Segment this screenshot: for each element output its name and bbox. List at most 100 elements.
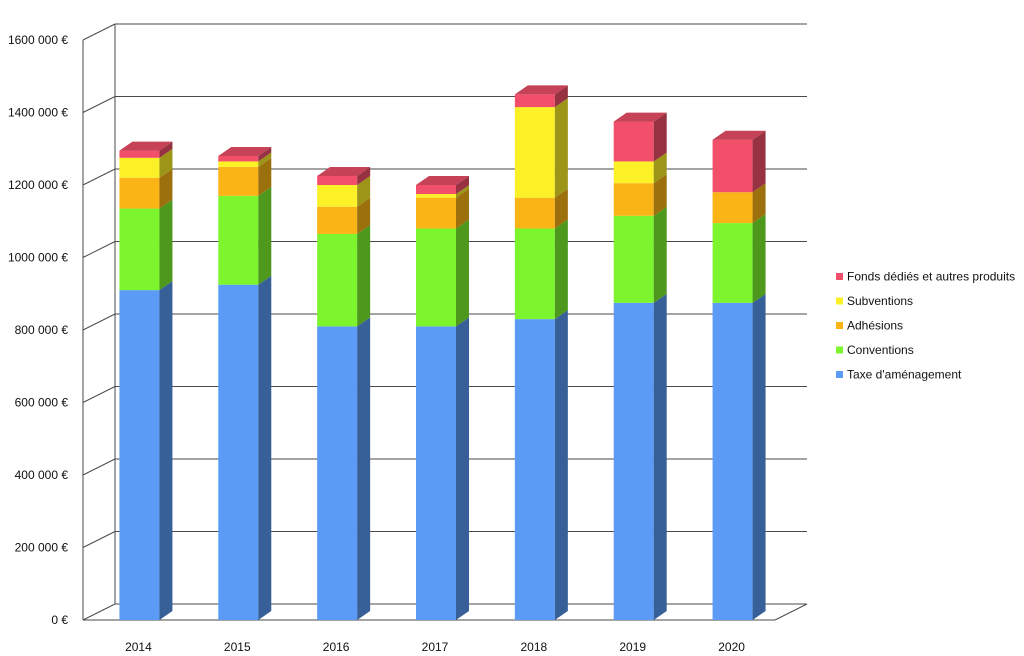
bar-segment-front [416,326,456,620]
bar-segment-side [159,141,173,158]
bar-segment-front [317,233,358,327]
y-tick-label: 200 000 € [15,541,69,555]
legend-item: Conventions [836,343,914,357]
bar-segment-side [456,317,469,620]
bar-segment-side [752,130,766,193]
bar-segment-side [653,206,667,303]
bar-segment-front [317,326,358,620]
bar-top-cap [317,166,371,176]
y-tick-label: 600 000 € [15,396,69,410]
bar-segment-side [159,281,173,620]
bar-segment-front [317,175,358,185]
x-tick-label: 2014 [125,640,152,654]
x-tick-label: 2017 [422,640,449,654]
gridline-diagonal [82,23,116,41]
bar-top-cap [613,112,667,122]
legend-item: Subventions [836,294,913,308]
bar-segment-front [317,206,358,234]
bar-segment-side [456,185,469,198]
bar-segment-front [514,319,555,620]
bar-segment-front [514,107,555,198]
y-tick-label: 1400 000 € [8,106,68,120]
bar-segment-side [752,214,766,303]
bar-segment-side [357,176,371,207]
bar-segment-front [712,223,753,303]
bar-segment-side [357,197,371,234]
bar-segment-side [258,186,272,285]
bar-segment-side [653,174,667,216]
y-tick-label: 400 000 € [15,468,69,482]
x-tick-label: 2019 [619,640,646,654]
bar-segment-front [119,208,160,291]
legend-item: Adhésions [836,319,903,333]
bar-segment-front [613,121,654,162]
floor-edge-line [774,603,808,621]
bar-segment-front [317,185,358,207]
bar-segment-front [218,195,259,285]
legend-label: Subventions [847,294,913,308]
gridline-diagonal [82,603,116,621]
legend-item: Fonds dédiés et autres produits [836,270,1015,284]
y-tick-label: 1600 000 € [8,33,68,47]
x-tick-label: 2016 [323,640,350,654]
legend-label: Fonds dédiés et autres produits [847,270,1015,284]
bar-top-cap [416,176,469,185]
bar-segment-front [119,290,160,620]
legend-swatch [836,273,843,280]
legend-swatch [836,346,843,354]
x-axis-tick-labels: 2014 2015 2016 2017 2018 2019 2020 [125,640,745,654]
bar-segment-front [119,157,160,178]
gridline-diagonal [82,386,116,403]
bar-top-cap [712,130,766,140]
legend-swatch [836,322,843,329]
y-tick-label: 1000 000 € [8,251,68,265]
bar-segment-side [258,152,272,167]
bar-segment-side [752,183,766,224]
bar-top-cap [218,147,272,156]
bar-segment-front [613,302,654,620]
x-tick-label: 2018 [521,640,548,654]
bar-segment-front [218,161,259,167]
bar-segment-front [712,192,753,224]
x-tick-label: 2020 [718,640,745,654]
bar-segment-side [554,98,568,198]
bar-segment-side [258,157,272,196]
bar-segment-side [357,317,371,620]
gridline-diagonal [82,313,116,331]
bar-segment-front [613,161,654,184]
legend-label: Taxe d'aménagement [847,368,962,382]
bar-segment-side [554,188,568,229]
bar-segment-side [357,224,371,327]
bar-segment-side [159,148,173,178]
bar-segment-front [712,139,753,193]
bar-segment-side [653,293,667,620]
bar-segment-side [159,168,173,209]
gridline-diagonal [82,96,116,113]
bar-segment-side [653,112,667,162]
bar-segment-front [514,94,555,108]
bar-segment-side [258,147,272,162]
bar-segment-side [653,152,667,184]
bar-segment-front [218,284,259,620]
bar-segment-front [119,150,160,158]
bar-segment-side [258,275,272,620]
y-axis-tick-labels: 0 € 200 000 € 400 000 € 600 000 € 800 000 € 1… [8,33,68,627]
bars [119,85,766,620]
legend-swatch [836,297,843,305]
bar-segment-front [613,215,654,303]
bar-segment-front [119,177,160,209]
gridline-diagonal [82,531,116,548]
bar-segment-side [554,219,568,320]
bar-segment-side [554,85,568,108]
bar-segment-front [218,166,259,196]
bar-segment-side [357,166,371,185]
bar-segment-front [416,194,456,198]
bar-segment-front [416,185,456,195]
y-tick-label: 1200 000 € [8,178,68,192]
legend: Fonds dédiés et autres produits Subventio… [836,270,1015,382]
bar-segment-front [613,183,654,216]
bar-segment-front [416,228,456,327]
bar-top-cap [119,141,173,151]
bar-top-cap [514,85,568,95]
